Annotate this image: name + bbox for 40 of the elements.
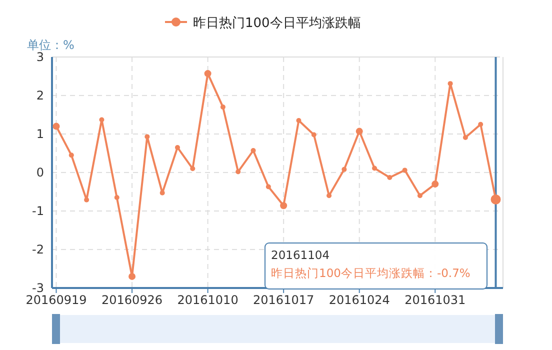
x-tick-label: 20161017 [253,293,314,307]
point [68,152,74,158]
point [190,166,196,172]
point [144,134,150,140]
x-tick-label: 20160919 [26,293,87,307]
point [326,193,332,198]
x-tick-label: 20160926 [101,293,163,307]
y-tick-label: -1 [32,204,44,218]
point [266,184,271,190]
y-tick-label: -3 [32,281,44,295]
point [402,168,408,173]
y-tick-label: 0 [36,166,44,180]
x-tick-label: 20161010 [177,293,238,307]
x-tick-label: 20161031 [404,293,466,307]
y-tick-label: 1 [36,127,44,141]
point [448,81,453,86]
point [387,175,392,180]
point [250,148,256,154]
point [160,190,165,196]
point [220,104,226,110]
point [372,166,378,171]
y-tick-label: 3 [36,50,44,64]
point [342,166,347,172]
y-axis-title: 单位：% [27,38,74,52]
point [99,117,104,122]
point [174,144,180,150]
y-tick-label: -2 [32,242,44,256]
point [417,193,422,198]
legend-label: 昨日热门100今日平均涨跌幅 [193,15,361,31]
y-tick-label: 2 [36,88,44,102]
x-tick-label: 20161024 [328,293,390,307]
point [478,122,484,127]
point [236,169,241,174]
point [462,134,468,140]
point [311,132,316,138]
annotation: 昨日热门100今日平均涨跌幅：-0.7% [271,266,470,280]
point [296,118,302,124]
point [84,197,90,202]
point [114,195,120,200]
annotation: 20161104 [271,248,330,262]
